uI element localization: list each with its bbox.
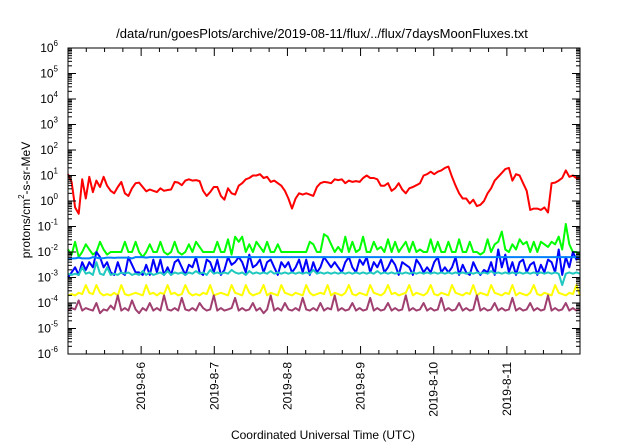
x-tick-label-group: 2019-8-7 [207, 362, 221, 410]
y-axis-label-sup: 2 [17, 194, 26, 199]
series-line-4 [67, 261, 581, 287]
x-tick-label-group: 2019-8-6 [134, 362, 148, 410]
y-tick-label: 10-2 [38, 243, 59, 259]
y-axis-label-main: protons/cm [19, 199, 33, 258]
y-tick-label: 10-5 [38, 320, 59, 336]
y-tick-label: 103 [40, 116, 58, 132]
series-line-0 [67, 165, 580, 215]
x-tick-label-group: 2019-8-11 [500, 362, 514, 416]
y-tick-label: 106 [40, 39, 58, 55]
series-line-6 [67, 294, 581, 315]
axis-layer: 10-6 10-5 10-4 10-3 10-2 10-1 100 101 102 103 104 1… [38, 39, 581, 417]
y-axis-label: protons/cm2-s-sr-MeV [17, 142, 33, 258]
series-line-1 [67, 223, 581, 259]
x-tick-label-group: 2019-8-10 [427, 362, 441, 417]
y-tick-label: 101 [40, 167, 58, 183]
x-tick-label: 2019-8-6 [134, 362, 148, 410]
x-axis-label: Coordinated Universal Time (UTC) [231, 428, 415, 442]
y-tick-label: 10-6 [38, 345, 59, 361]
y-tick-label: 10-4 [38, 294, 59, 310]
y-tick-label: 104 [40, 90, 58, 106]
x-tick-label-group: 2019-8-9 [354, 362, 368, 410]
x-tick-label: 2019-8-11 [500, 362, 514, 416]
chart-title: /data/run/goesPlots/archive/2019-08-11/f… [116, 26, 528, 41]
svg-text:protons/cm2-s-sr-MeV: protons/cm2-s-sr-MeV [17, 142, 33, 258]
y-axis-label-rest: -s-sr-MeV [19, 142, 33, 195]
series-layer [67, 165, 581, 315]
x-tick-label-group: 2019-8-8 [280, 362, 294, 410]
x-tick-label: 2019-8-7 [207, 362, 221, 410]
y-tick-label: 10-1 [38, 218, 59, 234]
series-line-3 [67, 256, 580, 261]
x-tick-label: 2019-8-8 [280, 362, 294, 410]
plot-frame [67, 47, 581, 355]
x-tick-label: 2019-8-9 [354, 362, 368, 410]
y-tick-label: 10-3 [38, 269, 59, 285]
x-tick-label: 2019-8-10 [427, 362, 441, 417]
y-tick-label: 100 [40, 192, 58, 208]
y-tick-label: 105 [40, 65, 58, 81]
series-line-5 [67, 284, 581, 297]
y-tick-label: 102 [40, 141, 58, 157]
